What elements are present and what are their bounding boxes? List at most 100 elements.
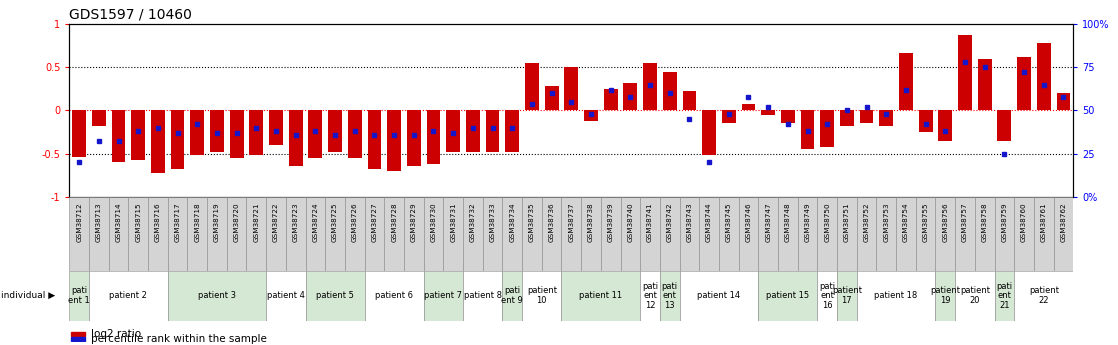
Bar [385, 197, 404, 271]
Bar [266, 197, 286, 271]
Bar [936, 271, 955, 321]
Text: GSM38752: GSM38752 [863, 203, 870, 242]
Text: GSM38742: GSM38742 [666, 203, 673, 242]
Bar [89, 271, 168, 321]
Text: patient 7: patient 7 [425, 291, 463, 300]
Text: GSM38757: GSM38757 [961, 203, 968, 242]
Bar [800, 110, 814, 149]
Bar [348, 110, 361, 158]
Bar [624, 83, 637, 110]
Bar [427, 110, 440, 164]
Bar [424, 197, 444, 271]
Bar [761, 110, 775, 115]
Bar [660, 197, 680, 271]
Text: pati
ent
12: pati ent 12 [642, 282, 659, 310]
Bar [246, 197, 266, 271]
Bar [368, 110, 381, 169]
Bar [424, 271, 463, 321]
Text: GSM38759: GSM38759 [1002, 203, 1007, 242]
Text: GSM38735: GSM38735 [529, 203, 534, 242]
Text: GSM38732: GSM38732 [470, 203, 476, 242]
Bar [387, 110, 401, 171]
Bar [542, 197, 561, 271]
Bar [840, 110, 854, 126]
Bar [1017, 57, 1031, 110]
Text: GSM38740: GSM38740 [627, 203, 634, 242]
Text: GSM38736: GSM38736 [549, 203, 555, 242]
Bar [108, 197, 129, 271]
Text: GSM38738: GSM38738 [588, 203, 594, 242]
Bar [741, 104, 756, 110]
Bar [722, 110, 736, 124]
Text: GSM38731: GSM38731 [451, 203, 456, 242]
Text: GSM38722: GSM38722 [273, 203, 280, 242]
Bar [325, 197, 345, 271]
Text: GSM38721: GSM38721 [254, 203, 259, 242]
Bar [544, 86, 559, 110]
Bar [758, 271, 817, 321]
Text: GSM38747: GSM38747 [765, 203, 771, 242]
Bar [286, 197, 305, 271]
Bar [210, 110, 224, 152]
Bar [505, 110, 519, 152]
Text: GSM38749: GSM38749 [805, 203, 811, 242]
Text: patient 11: patient 11 [579, 291, 623, 300]
Text: GSM38734: GSM38734 [509, 203, 515, 242]
Bar [92, 110, 106, 126]
Text: pati
ent
21: pati ent 21 [996, 282, 1013, 310]
Bar [463, 271, 502, 321]
Bar [364, 271, 424, 321]
Bar [69, 271, 89, 321]
Text: patient 4: patient 4 [267, 291, 305, 300]
Bar [702, 110, 716, 155]
Text: GSM38760: GSM38760 [1021, 203, 1027, 242]
Bar [955, 271, 995, 321]
Bar [860, 110, 873, 124]
Bar [739, 197, 758, 271]
Bar [525, 63, 539, 110]
Text: GSM38726: GSM38726 [352, 203, 358, 242]
Text: GSM38758: GSM38758 [982, 203, 987, 242]
Bar [821, 110, 834, 147]
Text: patient
20: patient 20 [960, 286, 989, 305]
Text: GSM38754: GSM38754 [903, 203, 909, 242]
Text: GSM38728: GSM38728 [391, 203, 397, 242]
Bar [856, 271, 936, 321]
Text: patient 3: patient 3 [198, 291, 236, 300]
Text: pati
ent
16: pati ent 16 [819, 282, 835, 310]
Bar [899, 53, 912, 110]
Bar [72, 337, 85, 341]
Bar [188, 197, 207, 271]
Bar [227, 197, 246, 271]
Text: individual ▶: individual ▶ [1, 291, 55, 300]
Text: patient 14: patient 14 [698, 291, 740, 300]
Bar [758, 197, 778, 271]
Text: GSM38746: GSM38746 [746, 203, 751, 242]
Text: log2 ratio: log2 ratio [92, 329, 142, 339]
Bar [73, 110, 86, 157]
Text: GSM38715: GSM38715 [135, 203, 141, 242]
Bar [817, 271, 837, 321]
Text: GSM38725: GSM38725 [332, 203, 338, 242]
Bar [880, 110, 893, 126]
Bar [404, 197, 424, 271]
Bar [463, 197, 483, 271]
Text: patient 15: patient 15 [766, 291, 809, 300]
Text: GSM38743: GSM38743 [686, 203, 692, 242]
Bar [958, 34, 972, 110]
Bar [1057, 93, 1070, 110]
Text: GSM38761: GSM38761 [1041, 203, 1046, 242]
Bar [446, 110, 461, 152]
Bar [641, 197, 660, 271]
Bar [975, 197, 995, 271]
Bar [997, 110, 1012, 141]
Bar [781, 110, 795, 124]
Bar [641, 271, 660, 321]
Bar [502, 197, 522, 271]
Bar [329, 110, 342, 152]
Text: GSM38720: GSM38720 [234, 203, 239, 242]
Bar [522, 197, 542, 271]
Bar [1053, 197, 1073, 271]
Bar [856, 197, 877, 271]
Bar [466, 110, 480, 152]
